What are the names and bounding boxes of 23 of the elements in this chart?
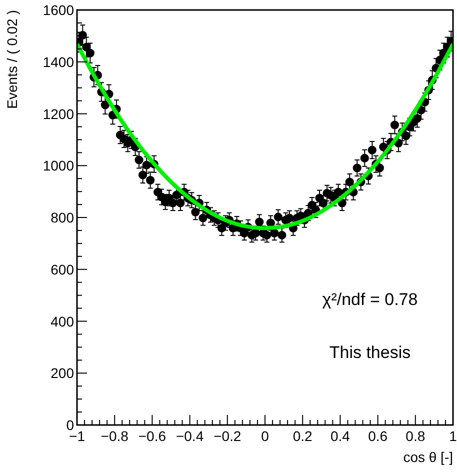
y-tick-label: 1200	[42, 106, 74, 122]
annotation: This thesis	[329, 343, 411, 362]
x-tick-label: −0.6	[138, 428, 166, 444]
y-tick-label: 600	[50, 261, 74, 278]
x-tick-label: 0.2	[292, 428, 313, 444]
x-tick-label: 0	[261, 428, 270, 444]
x-tick-label: 1	[449, 428, 457, 444]
x-tick-label: 0.6	[368, 428, 388, 444]
annotation: χ²/ndf = 0.78	[322, 290, 418, 309]
y-tick-label: 800	[50, 210, 74, 226]
y-tick-label: 1600	[42, 2, 74, 18]
y-tick-label: 1000	[42, 158, 74, 174]
x-tick-label: −0.2	[214, 428, 242, 444]
x-tick-label: 0.4	[330, 428, 350, 444]
y-tick-label: 1400	[42, 54, 74, 70]
y-tick-label: 400	[50, 313, 74, 330]
x-tick-label: −0.4	[176, 428, 204, 444]
x-axis-title: cos θ [-]	[403, 449, 453, 465]
x-tick-label: −0.8	[100, 428, 129, 444]
y-axis-title: Events / ( 0.02 )	[4, 10, 20, 109]
y-tick-label: 0	[66, 417, 74, 433]
y-tick-label: 200	[50, 365, 74, 382]
x-tick-label: 0.8	[406, 428, 426, 444]
